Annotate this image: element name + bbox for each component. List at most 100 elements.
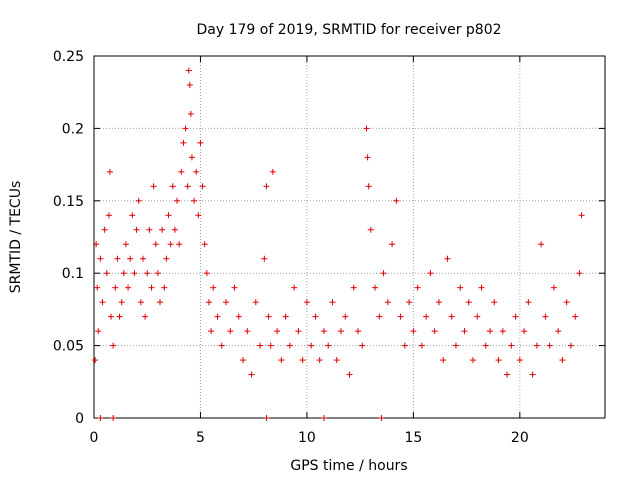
- data-point: [320, 328, 327, 335]
- data-point: [135, 197, 142, 204]
- data-point: [487, 328, 494, 335]
- data-point: [210, 284, 217, 291]
- data-point: [95, 328, 102, 335]
- data-point: [269, 168, 276, 175]
- y-tick-label: 0: [75, 411, 84, 427]
- data-point: [295, 328, 302, 335]
- data-point: [267, 342, 274, 349]
- data-point: [120, 270, 127, 277]
- data-point: [263, 415, 270, 421]
- data-point: [129, 212, 136, 219]
- data-point: [154, 270, 161, 277]
- data-point: [325, 342, 332, 349]
- data-point: [125, 284, 132, 291]
- data-point: [178, 168, 185, 175]
- data-point: [329, 299, 336, 306]
- data-point: [546, 342, 553, 349]
- data-point: [282, 313, 289, 320]
- data-point: [291, 284, 298, 291]
- data-point: [427, 270, 434, 277]
- x-tick-label: 15: [404, 430, 422, 446]
- data-point: [529, 371, 536, 378]
- data-point: [525, 299, 532, 306]
- data-point: [218, 342, 225, 349]
- data-point: [133, 226, 140, 233]
- data-point: [171, 226, 178, 233]
- data-point: [201, 241, 208, 248]
- data-point: [337, 328, 344, 335]
- data-point: [203, 270, 210, 277]
- data-point: [208, 328, 215, 335]
- data-point: [542, 313, 549, 320]
- data-point: [114, 255, 121, 262]
- x-tick-label: 20: [511, 430, 529, 446]
- y-tick-label: 0.05: [53, 339, 84, 355]
- data-point: [563, 299, 570, 306]
- data-point: [491, 299, 498, 306]
- x-axis-label: GPS time / hours: [290, 458, 407, 474]
- data-point: [180, 139, 187, 146]
- data-point: [278, 357, 285, 364]
- data-point: [440, 357, 447, 364]
- data-point: [139, 255, 146, 262]
- data-point: [152, 241, 159, 248]
- data-point: [257, 342, 264, 349]
- data-point: [465, 299, 472, 306]
- data-point: [193, 168, 200, 175]
- data-point: [333, 357, 340, 364]
- data-point: [423, 313, 430, 320]
- data-point: [559, 357, 566, 364]
- data-point: [199, 183, 206, 190]
- data-point: [350, 284, 357, 291]
- data-point: [186, 81, 193, 88]
- data-point: [316, 357, 323, 364]
- data-point: [410, 328, 417, 335]
- data-point: [478, 284, 485, 291]
- data-point: [231, 284, 238, 291]
- chart-title: Day 179 of 2019, SRMTID for receiver p80…: [196, 22, 501, 38]
- data-point: [195, 212, 202, 219]
- data-point: [116, 313, 123, 320]
- data-point: [97, 415, 104, 421]
- y-tick-label: 0.15: [53, 194, 84, 210]
- data-point: [482, 342, 489, 349]
- data-point: [274, 328, 281, 335]
- data-point: [342, 313, 349, 320]
- data-point: [144, 270, 151, 277]
- data-point: [378, 415, 385, 421]
- plot-frame: [93, 55, 606, 419]
- x-tick-label: 5: [196, 430, 205, 446]
- data-point: [110, 342, 117, 349]
- y-tick-label: 0.1: [62, 266, 84, 282]
- data-point: [99, 299, 106, 306]
- data-point: [363, 125, 370, 132]
- data-point: [397, 313, 404, 320]
- data-point: [159, 226, 166, 233]
- data-point: [521, 328, 528, 335]
- data-point: [431, 328, 438, 335]
- data-point: [235, 313, 242, 320]
- data-point: [499, 328, 506, 335]
- y-axis-label: SRMTID / TECUs: [8, 181, 24, 294]
- data-point: [122, 241, 129, 248]
- data-point: [137, 299, 144, 306]
- data-point: [346, 371, 353, 378]
- grid-layer: [94, 56, 605, 418]
- data-point: [380, 270, 387, 277]
- data-point: [308, 342, 315, 349]
- data-point: [364, 154, 371, 161]
- data-point: [223, 299, 230, 306]
- data-point: [167, 241, 174, 248]
- data-point: [320, 415, 327, 421]
- data-point: [572, 313, 579, 320]
- data-point: [376, 313, 383, 320]
- data-point: [227, 328, 234, 335]
- data-point: [263, 183, 270, 190]
- data-point: [163, 255, 170, 262]
- data-point: [142, 313, 149, 320]
- data-point: [97, 255, 104, 262]
- data-point: [105, 212, 112, 219]
- data-point: [261, 255, 268, 262]
- y-tick-label: 0.2: [62, 121, 84, 137]
